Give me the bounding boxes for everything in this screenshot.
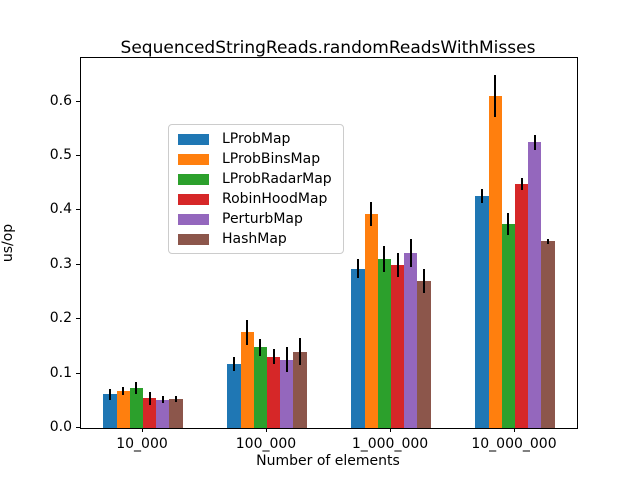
legend-label: PerturbMap bbox=[222, 211, 303, 227]
legend-label: LProbRadarMap bbox=[222, 171, 332, 187]
y-tick-label: 0.2 bbox=[49, 310, 72, 327]
legend-label: LProbBinsMap bbox=[222, 151, 321, 167]
error-bar-LProbBinsMap-10_000 bbox=[122, 386, 125, 396]
bar-LProbMap-100_000 bbox=[227, 364, 241, 428]
bar-LProbMap-10_000 bbox=[103, 394, 117, 428]
bar-LProbMap-10_000_000 bbox=[475, 196, 489, 428]
legend-item-HashMap: HashMap bbox=[169, 229, 343, 249]
bar-RobinHoodMap-1_000_000 bbox=[391, 264, 405, 428]
legend-label: RobinHoodMap bbox=[222, 191, 328, 207]
y-tick-label: 0.4 bbox=[49, 201, 72, 218]
bar-RobinHoodMap-100_000 bbox=[267, 356, 281, 428]
error-bar-RobinHoodMap-10_000 bbox=[148, 391, 151, 405]
error-bar-LProbBinsMap-1_000_000 bbox=[370, 201, 373, 226]
x-tick-label-10_000_000: 10_000_000 bbox=[471, 436, 557, 452]
legend-label: LProbMap bbox=[222, 131, 291, 147]
error-bar-HashMap-10_000 bbox=[175, 395, 177, 403]
error-bar-LProbRadarMap-100_000 bbox=[259, 338, 262, 357]
x-tick-label-1_000_000: 1_000_000 bbox=[351, 436, 429, 452]
error-bar-RobinHoodMap-10_000_000 bbox=[520, 177, 523, 190]
bar-HashMap-10_000 bbox=[169, 399, 183, 428]
bar-LProbRadarMap-100_000 bbox=[253, 347, 267, 428]
y-tick-mark bbox=[76, 209, 80, 211]
bar-HashMap-100_000 bbox=[293, 351, 307, 428]
legend-item-PerturbMap: PerturbMap bbox=[169, 209, 343, 229]
bar-RobinHoodMap-10_000 bbox=[143, 398, 157, 428]
plot-area: LProbMap LProbBinsMap LProbRadarMap RobinHo… bbox=[80, 57, 578, 429]
y-tick-label: 0.3 bbox=[49, 255, 72, 272]
bar-LProbBinsMap-10_000_000 bbox=[488, 96, 502, 428]
bar-LProbBinsMap-10_000 bbox=[116, 391, 130, 428]
error-bar-LProbMap-10_000_000 bbox=[481, 189, 483, 204]
error-bar-LProbRadarMap-10_000 bbox=[135, 382, 138, 395]
legend-swatch-PerturbMap bbox=[178, 213, 209, 225]
y-tick-label: 0.5 bbox=[49, 146, 72, 163]
legend-item-LProbBinsMap: LProbBinsMap bbox=[169, 149, 343, 169]
error-bar-PerturbMap-10_000 bbox=[161, 396, 164, 403]
bar-LProbRadarMap-10_000_000 bbox=[501, 223, 515, 428]
y-tick-mark bbox=[76, 427, 80, 428]
error-bar-LProbRadarMap-10_000_000 bbox=[507, 212, 510, 236]
error-bar-HashMap-100_000 bbox=[299, 338, 301, 366]
bar-RobinHoodMap-10_000_000 bbox=[515, 183, 529, 428]
x-tick-mark bbox=[142, 428, 143, 432]
bar-HashMap-1_000_000 bbox=[417, 281, 431, 428]
legend-swatch-LProbBinsMap bbox=[178, 153, 209, 165]
error-bar-HashMap-10_000_000 bbox=[547, 238, 549, 245]
y-tick-label: 0.1 bbox=[49, 364, 72, 381]
bar-PerturbMap-1_000_000 bbox=[404, 252, 418, 428]
error-bar-LProbMap-1_000_000 bbox=[357, 259, 359, 278]
bar-LProbRadarMap-10_000 bbox=[129, 388, 143, 428]
bar-LProbBinsMap-1_000_000 bbox=[364, 213, 378, 428]
legend-item-RobinHoodMap: RobinHoodMap bbox=[169, 189, 343, 209]
error-bar-RobinHoodMap-100_000 bbox=[272, 349, 275, 365]
x-tick-mark bbox=[514, 428, 515, 432]
legend-item-LProbRadarMap: LProbRadarMap bbox=[169, 169, 343, 189]
error-bar-LProbBinsMap-10_000_000 bbox=[494, 74, 497, 118]
x-tick-mark bbox=[390, 428, 391, 432]
legend-swatch-LProbRadarMap bbox=[178, 173, 209, 185]
error-bar-PerturbMap-1_000_000 bbox=[409, 238, 412, 267]
legend-swatch-LProbMap bbox=[178, 133, 209, 145]
error-bar-PerturbMap-10_000_000 bbox=[533, 134, 536, 150]
bar-PerturbMap-100_000 bbox=[280, 360, 294, 428]
bar-LProbRadarMap-1_000_000 bbox=[377, 259, 391, 428]
legend-item-LProbMap: LProbMap bbox=[169, 129, 343, 149]
error-bar-RobinHoodMap-1_000_000 bbox=[396, 252, 399, 277]
x-tick-label-10_000: 10_000 bbox=[116, 436, 168, 452]
y-tick-mark bbox=[76, 372, 80, 374]
bar-LProbBinsMap-100_000 bbox=[240, 332, 254, 428]
y-tick-mark bbox=[76, 100, 80, 102]
error-bar-HashMap-1_000_000 bbox=[423, 269, 425, 294]
x-tick-label-100_000: 100_000 bbox=[235, 436, 297, 452]
y-tick-mark bbox=[76, 154, 80, 156]
bar-HashMap-10_000_000 bbox=[541, 241, 555, 428]
legend: LProbMap LProbBinsMap LProbRadarMap RobinHo… bbox=[168, 124, 344, 254]
y-axis-label: us/op bbox=[0, 223, 16, 263]
legend-label: HashMap bbox=[222, 231, 287, 247]
bar-PerturbMap-10_000_000 bbox=[528, 142, 542, 428]
bar-LProbMap-1_000_000 bbox=[351, 268, 365, 428]
error-bar-LProbBinsMap-100_000 bbox=[246, 319, 249, 345]
bar-PerturbMap-10_000 bbox=[156, 399, 170, 428]
y-tick-label: 0.0 bbox=[49, 419, 72, 435]
error-bar-LProbMap-10_000 bbox=[109, 388, 111, 400]
y-tick-label: 0.6 bbox=[49, 92, 72, 109]
error-bar-LProbRadarMap-1_000_000 bbox=[383, 246, 386, 273]
chart-title: SequencedStringReads.randomReadsWithMiss… bbox=[120, 38, 536, 58]
legend-swatch-RobinHoodMap bbox=[178, 193, 209, 205]
error-bar-PerturbMap-100_000 bbox=[285, 347, 288, 373]
x-tick-mark bbox=[266, 428, 267, 432]
y-tick-mark bbox=[76, 263, 80, 265]
legend-swatch-HashMap bbox=[178, 233, 209, 245]
x-axis-label: Number of elements bbox=[256, 453, 400, 469]
error-bar-LProbMap-100_000 bbox=[233, 357, 235, 372]
y-tick-mark bbox=[76, 318, 80, 320]
